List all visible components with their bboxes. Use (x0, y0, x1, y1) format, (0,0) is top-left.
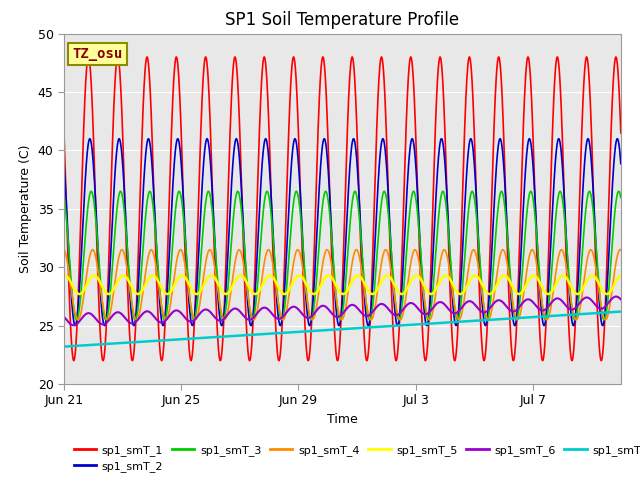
Title: SP1 Soil Temperature Profile: SP1 Soil Temperature Profile (225, 11, 460, 29)
Y-axis label: Soil Temperature (C): Soil Temperature (C) (19, 144, 32, 273)
X-axis label: Time: Time (327, 413, 358, 426)
Legend: sp1_smT_1, sp1_smT_2, sp1_smT_3, sp1_smT_4, sp1_smT_5, sp1_smT_6, sp1_smT_7: sp1_smT_1, sp1_smT_2, sp1_smT_3, sp1_smT… (70, 440, 640, 477)
Text: TZ_osu: TZ_osu (72, 47, 123, 61)
